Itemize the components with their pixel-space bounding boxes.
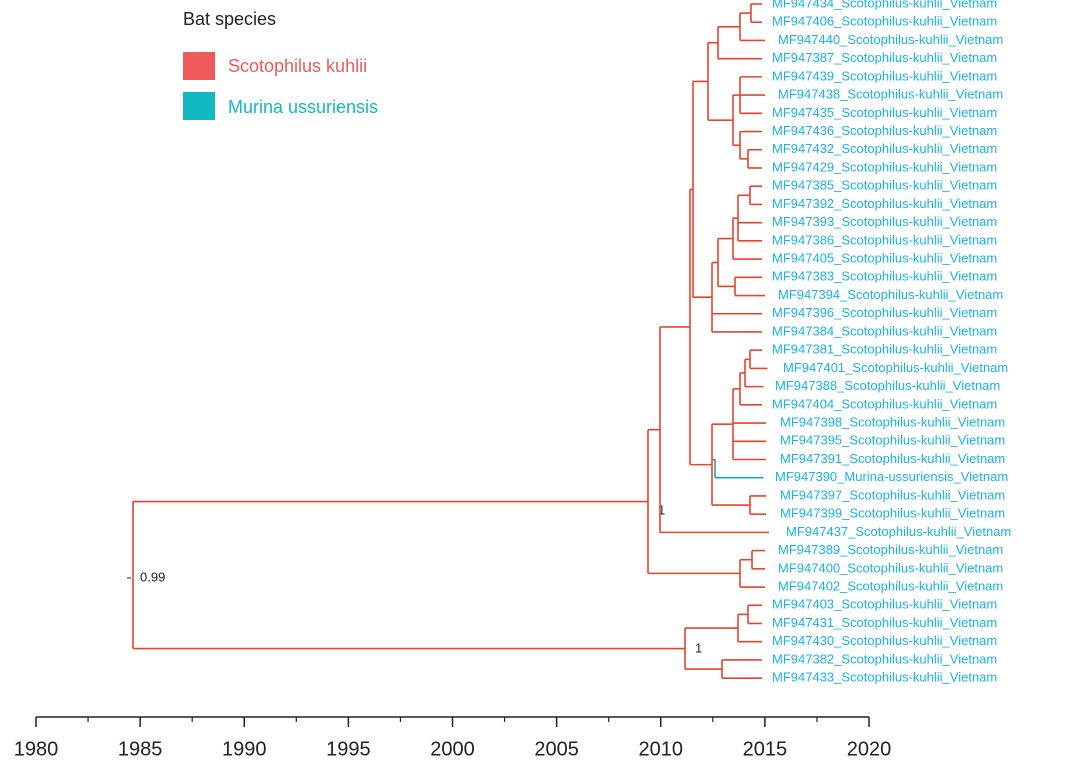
tip-label: MF947397_Scotophilus-kuhlii_Vietnam — [780, 487, 1005, 502]
tip-label: MF947433_Scotophilus-kuhlii_Vietnam — [772, 670, 997, 685]
tick-label: 2015 — [743, 738, 788, 760]
tip-label: MF947383_Scotophilus-kuhlii_Vietnam — [772, 269, 997, 284]
tip-label: MF947382_Scotophilus-kuhlii_Vietnam — [772, 651, 997, 666]
tip-label: MF947387_Scotophilus-kuhlii_Vietnam — [772, 50, 997, 65]
tip-label: MF947401_Scotophilus-kuhlii_Vietnam — [783, 360, 1008, 375]
tick-label: 2005 — [534, 738, 579, 760]
tip-label: MF947406_Scotophilus-kuhlii_Vietnam — [772, 14, 997, 29]
legend-label: Murina ussuriensis — [228, 97, 378, 117]
tip-label: MF947391_Scotophilus-kuhlii_Vietnam — [780, 451, 1005, 466]
tick-label: 1985 — [118, 738, 163, 760]
tip-label: MF947437_Scotophilus-kuhlii_Vietnam — [786, 524, 1011, 539]
legend-title: Bat species — [183, 9, 276, 29]
tip-label: MF947400_Scotophilus-kuhlii_Vietnam — [778, 560, 1003, 575]
node-support: 1 — [658, 502, 665, 517]
tip-label: MF947405_Scotophilus-kuhlii_Vietnam — [772, 251, 997, 266]
node-support: 0.99 — [140, 569, 165, 584]
tip-label: MF947439_Scotophilus-kuhlii_Vietnam — [772, 68, 997, 83]
tip-label: MF947389_Scotophilus-kuhlii_Vietnam — [778, 542, 1003, 557]
tip-label: MF947402_Scotophilus-kuhlii_Vietnam — [778, 578, 1003, 593]
tip-label: MF947430_Scotophilus-kuhlii_Vietnam — [772, 633, 997, 648]
tip-label: MF947384_Scotophilus-kuhlii_Vietnam — [772, 323, 997, 338]
tip-label: MF947438_Scotophilus-kuhlii_Vietnam — [778, 87, 1003, 102]
tip-label: MF947434_Scotophilus-kuhlii_Vietnam — [772, 0, 997, 10]
tip-label: MF947394_Scotophilus-kuhlii_Vietnam — [778, 287, 1003, 302]
tip-label: MF947431_Scotophilus-kuhlii_Vietnam — [772, 615, 997, 630]
tick-label: 1980 — [14, 738, 59, 760]
tick-label: 2000 — [430, 738, 475, 760]
tip-label: MF947392_Scotophilus-kuhlii_Vietnam — [772, 196, 997, 211]
tip-label: MF947432_Scotophilus-kuhlii_Vietnam — [772, 141, 997, 156]
tip-label: MF947398_Scotophilus-kuhlii_Vietnam — [780, 414, 1005, 429]
tip-label: MF947404_Scotophilus-kuhlii_Vietnam — [772, 396, 997, 411]
tree: MF947434_Scotophilus-kuhlii_Vietnam MF947… — [132, 0, 1011, 685]
tick-label: 1990 — [222, 738, 267, 760]
tip-label: MF947396_Scotophilus-kuhlii_Vietnam — [772, 305, 997, 320]
tip-label: MF947436_Scotophilus-kuhlii_Vietnam — [772, 123, 997, 138]
legend-label: Scotophilus kuhlii — [228, 56, 367, 76]
time-axis: 1980 1985 1990 1995 2000 2005 2010 2015 2020 — [14, 716, 892, 760]
tip-label: MF947393_Scotophilus-kuhlii_Vietnam — [772, 214, 997, 229]
tip-label: MF947390_Murina-ussuriensis_Vietnam — [775, 469, 1008, 484]
tip-label: MF947388_Scotophilus-kuhlii_Vietnam — [775, 378, 1000, 393]
tick-label: 2010 — [639, 738, 684, 760]
tip-label: MF947395_Scotophilus-kuhlii_Vietnam — [780, 433, 1005, 448]
tip-label: MF947399_Scotophilus-kuhlii_Vietnam — [780, 506, 1005, 521]
tip-label: MF947403_Scotophilus-kuhlii_Vietnam — [772, 597, 997, 612]
tick-label: 1995 — [326, 738, 371, 760]
legend-swatch — [183, 52, 215, 80]
tick-label: 2020 — [847, 738, 892, 760]
legend-swatch — [183, 92, 215, 120]
tip-label: MF947440_Scotophilus-kuhlii_Vietnam — [778, 32, 1003, 47]
node-support: 1 — [695, 640, 702, 655]
tip-label: MF947381_Scotophilus-kuhlii_Vietnam — [772, 342, 997, 357]
tip-label: MF947429_Scotophilus-kuhlii_Vietnam — [772, 159, 997, 174]
tip-label: MF947385_Scotophilus-kuhlii_Vietnam — [772, 178, 997, 193]
tip-label: MF947435_Scotophilus-kuhlii_Vietnam — [772, 105, 997, 120]
tip-label: MF947386_Scotophilus-kuhlii_Vietnam — [772, 232, 997, 247]
